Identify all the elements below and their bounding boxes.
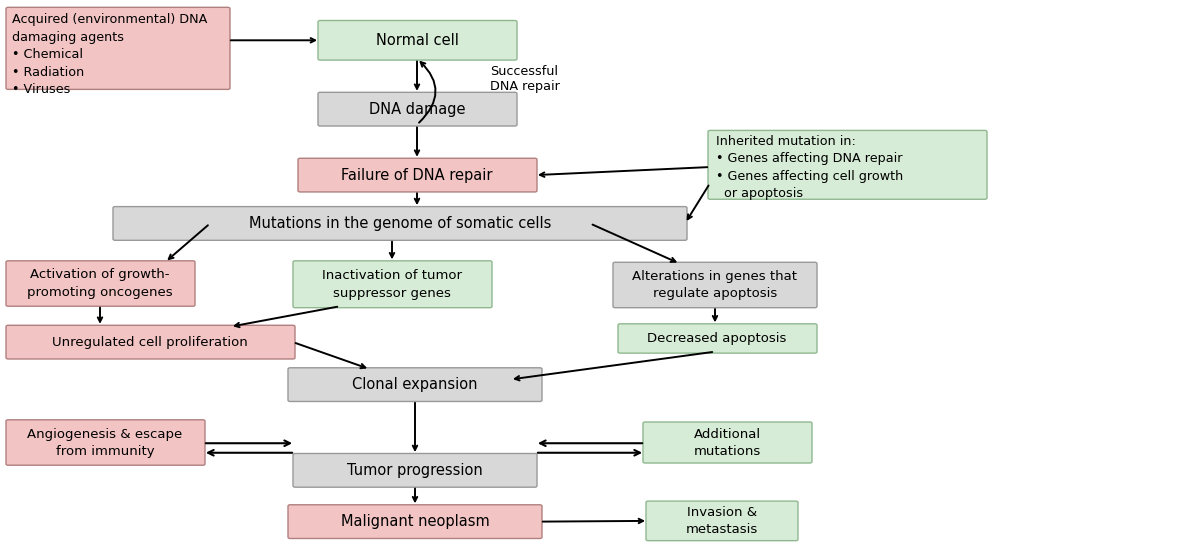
Text: Successful
DNA repair: Successful DNA repair <box>490 65 560 93</box>
Text: Clonal expansion: Clonal expansion <box>353 377 478 392</box>
FancyBboxPatch shape <box>708 130 986 199</box>
FancyBboxPatch shape <box>643 422 812 463</box>
FancyBboxPatch shape <box>288 505 542 539</box>
Text: Activation of growth-
promoting oncogenes: Activation of growth- promoting oncogene… <box>28 269 173 299</box>
Text: Angiogenesis & escape
from immunity: Angiogenesis & escape from immunity <box>28 428 182 459</box>
Text: Decreased apoptosis: Decreased apoptosis <box>647 332 787 345</box>
FancyBboxPatch shape <box>613 262 817 307</box>
Text: Inactivation of tumor
suppressor genes: Inactivation of tumor suppressor genes <box>322 269 462 300</box>
Text: Alterations in genes that
regulate apoptosis: Alterations in genes that regulate apopt… <box>632 270 798 300</box>
FancyBboxPatch shape <box>646 501 798 541</box>
Text: Mutations in the genome of somatic cells: Mutations in the genome of somatic cells <box>248 216 551 231</box>
FancyBboxPatch shape <box>293 454 538 487</box>
FancyBboxPatch shape <box>6 7 230 89</box>
Text: Unregulated cell proliferation: Unregulated cell proliferation <box>52 335 248 349</box>
Text: Failure of DNA repair: Failure of DNA repair <box>341 168 493 182</box>
Text: Inherited mutation in:
• Genes affecting DNA repair
• Genes affecting cell growt: Inherited mutation in: • Genes affecting… <box>716 135 904 201</box>
FancyBboxPatch shape <box>6 420 205 465</box>
FancyBboxPatch shape <box>6 261 194 306</box>
FancyBboxPatch shape <box>293 261 492 307</box>
FancyBboxPatch shape <box>288 368 542 402</box>
FancyBboxPatch shape <box>318 20 517 60</box>
FancyBboxPatch shape <box>618 324 817 353</box>
Text: Invasion &
metastasis: Invasion & metastasis <box>686 506 758 536</box>
Text: Tumor progression: Tumor progression <box>347 463 482 478</box>
Text: Additional
mutations: Additional mutations <box>694 428 761 459</box>
Text: Acquired (environmental) DNA
damaging agents
• Chemical
• Radiation
• Viruses: Acquired (environmental) DNA damaging ag… <box>12 13 208 96</box>
Text: DNA damage: DNA damage <box>368 102 466 117</box>
Text: Normal cell: Normal cell <box>376 33 458 48</box>
Text: Malignant neoplasm: Malignant neoplasm <box>341 514 490 529</box>
FancyBboxPatch shape <box>6 326 295 359</box>
FancyBboxPatch shape <box>318 92 517 126</box>
FancyBboxPatch shape <box>113 207 686 241</box>
FancyBboxPatch shape <box>298 158 538 192</box>
